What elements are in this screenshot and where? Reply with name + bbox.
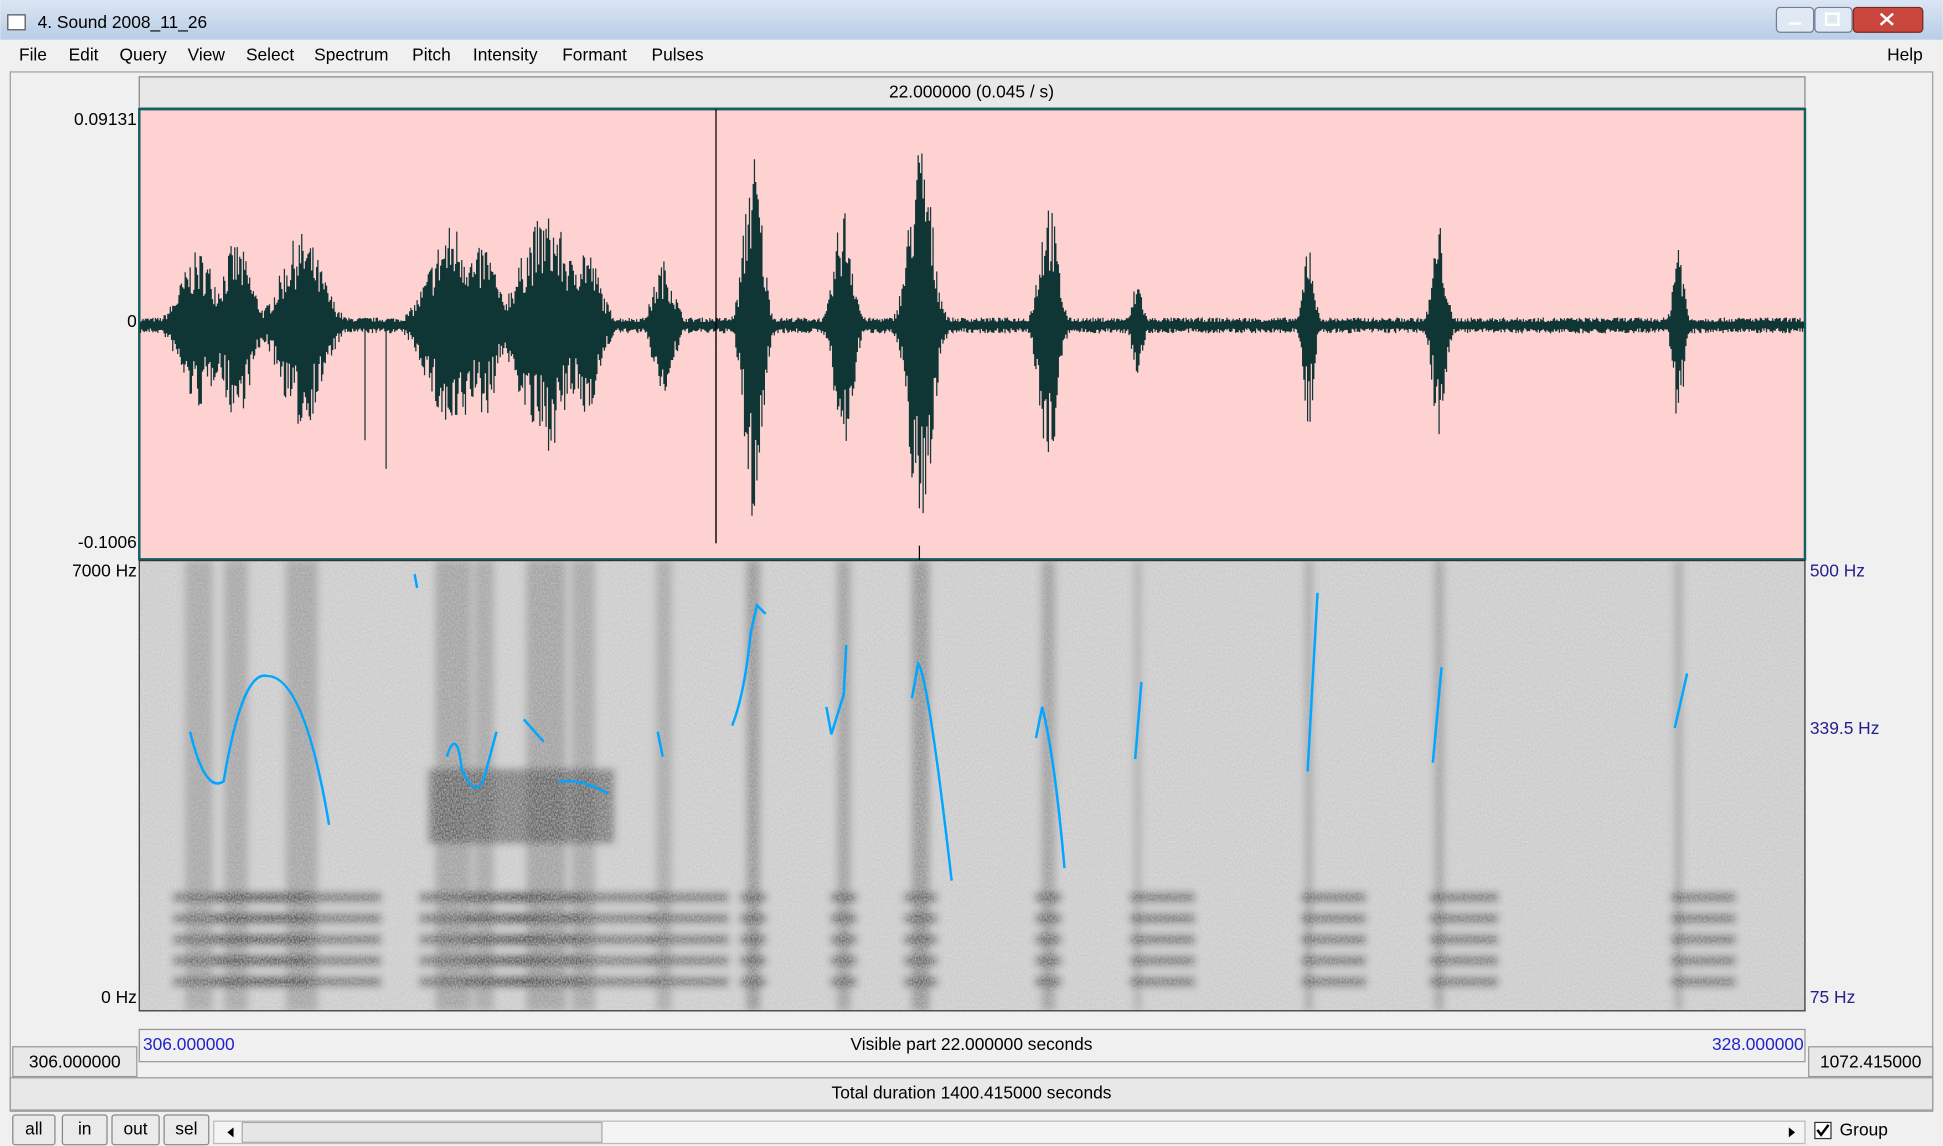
spectrogram-top-label: 7000 Hz <box>72 560 137 580</box>
total-duration: Total duration 1400.415000 seconds <box>832 1082 1112 1102</box>
waveform-min-label: -0.1006 <box>78 532 137 552</box>
menu-item[interactable]: Edit <box>69 44 99 64</box>
menu-item[interactable]: Pulses <box>652 44 704 64</box>
window-start: 306.000000 <box>29 1051 121 1071</box>
menu-item[interactable]: Intensity <box>473 44 538 64</box>
pitch-top-label: 500 Hz <box>1810 560 1865 580</box>
menu-item[interactable]: Select <box>246 44 294 64</box>
waveform-max-label: 0.09131 <box>74 109 137 129</box>
visible-start: 306.000000 <box>143 1034 235 1054</box>
menu-item[interactable]: Formant <box>562 44 627 64</box>
menu-item[interactable]: Query <box>119 44 167 64</box>
button-label: sel <box>175 1118 197 1138</box>
waveform-zero-label: 0 <box>127 311 137 331</box>
maximize-button[interactable] <box>1815 7 1852 32</box>
waveform-panel[interactable] <box>139 109 1805 559</box>
praat-window: 4. Sound 2008_11_26 File Edit Query View Sel… <box>0 0 1943 1146</box>
menu-item[interactable]: Pitch <box>412 44 451 64</box>
visible-label: Visible part 22.000000 seconds <box>851 1034 1093 1054</box>
minimize-button[interactable] <box>1776 7 1813 32</box>
menu-item[interactable]: Help <box>1887 44 1923 64</box>
spectrogram[interactable] <box>139 561 1805 1011</box>
pitch-bottom-label: 75 Hz <box>1810 987 1855 1007</box>
button-label: all <box>25 1118 42 1138</box>
menu-item[interactable]: View <box>188 44 226 64</box>
window-end: 1072.415000 <box>1820 1051 1921 1071</box>
button-label: in <box>78 1118 92 1138</box>
button-label: out <box>123 1118 147 1138</box>
pitch-mid-label: 339.5 Hz <box>1810 718 1879 738</box>
scroll-thumb[interactable] <box>242 1122 602 1142</box>
menu-item[interactable]: File <box>19 44 47 64</box>
app-icon <box>8 15 25 30</box>
selection-label: 22.000000 (0.045 / s) <box>889 82 1054 102</box>
page: {"window":{"title":"4. Sound 2008_11_26"… <box>0 0 1943 1146</box>
group-label: Group <box>1840 1120 1888 1140</box>
visible-end: 328.000000 <box>1712 1034 1804 1054</box>
menu-item[interactable]: Spectrum <box>314 44 388 64</box>
title-bar <box>0 0 1942 40</box>
window-title: 4. Sound 2008_11_26 <box>38 12 208 32</box>
spectrogram-bottom-label: 0 Hz <box>101 987 137 1007</box>
